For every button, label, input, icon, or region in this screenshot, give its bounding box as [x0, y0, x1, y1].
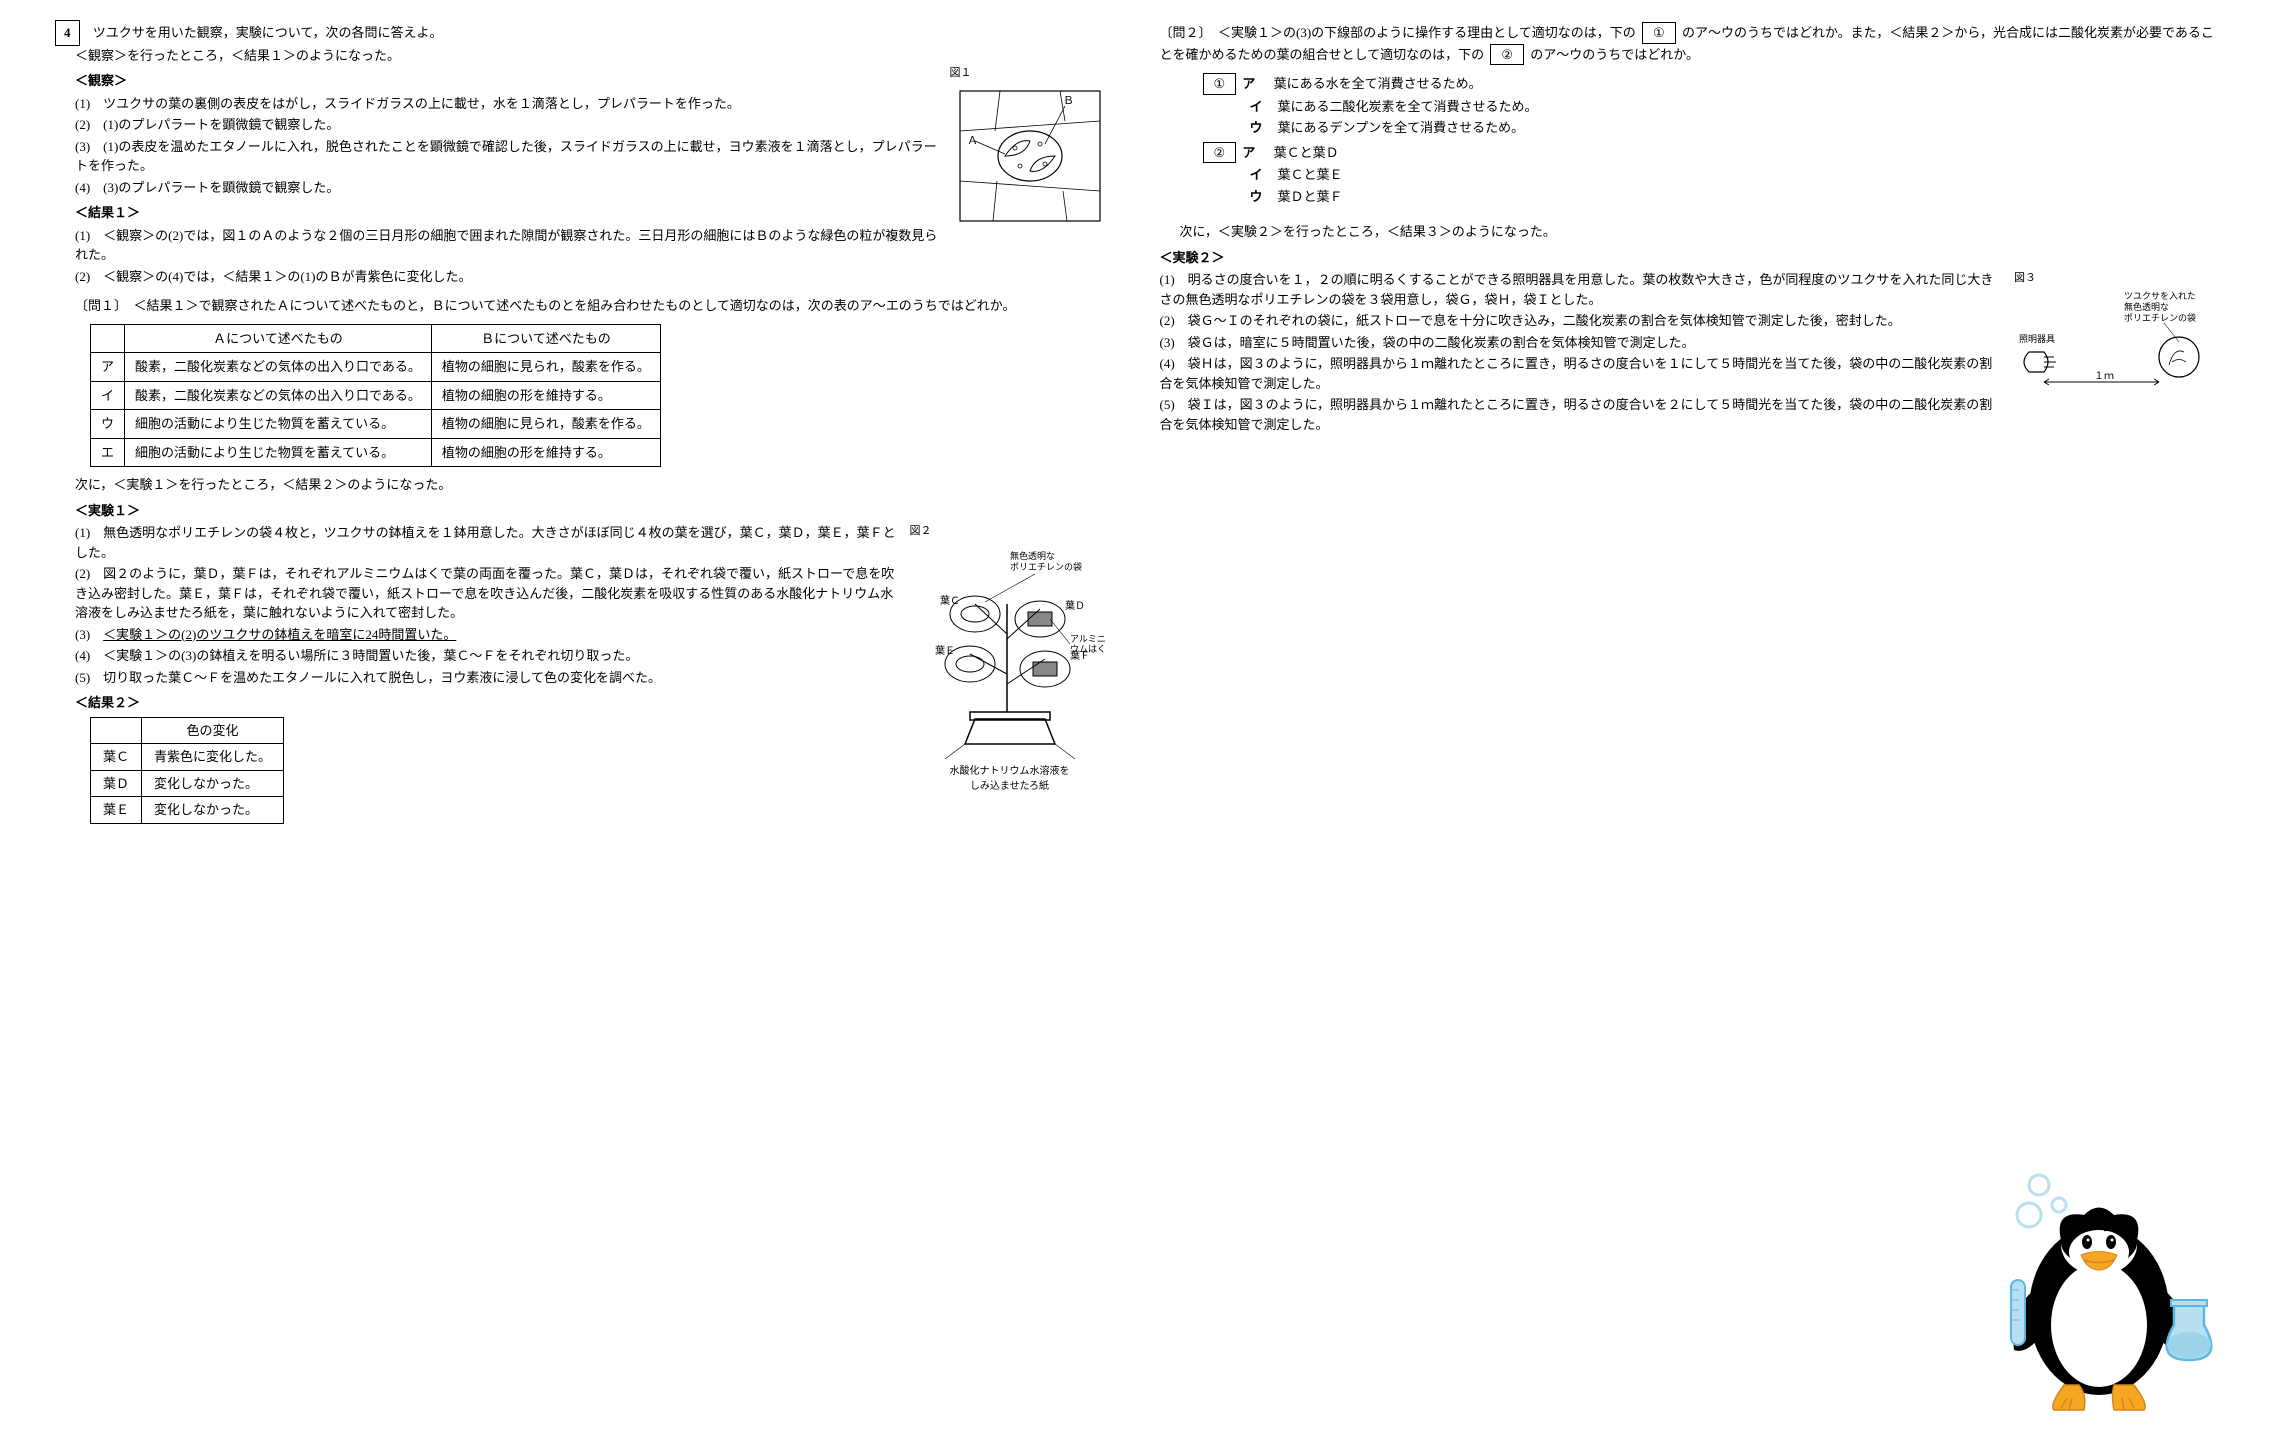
table1-header-b: Ｂについて述べたもの [431, 324, 660, 353]
jikken2-1: (1) 明るさの度合いを１，２の順に明るくすることができる照明器具を用意した。葉… [1160, 270, 2215, 309]
jikken1-4: (4) ＜実験１＞の(3)の鉢植えを明るい場所に３時間置いた後，葉Ｃ〜Ｆをそれぞ… [55, 646, 1110, 666]
left-column: 4 ツユクサを用いた観察，実験について，次の各問に答えよ。 ＜観察＞を行ったとこ… [30, 20, 1135, 1430]
kansatsu-1: (1) ツユクサの葉の裏側の表皮をはがし，スライドガラスの上に載せ，水を１滴落と… [55, 94, 1110, 114]
kansatsu-3: (3) (1)の表皮を温めたエタノールに入れ，脱色されたことを顕微鏡で確認した後… [55, 137, 1110, 176]
table1-k-0: ア [91, 353, 125, 382]
kansatsu-2: (2) (1)のプレパラートを顕微鏡で観察した。 [55, 115, 1110, 135]
answer-table-1: Ａについて述べたもの Ｂについて述べたもの ア 酸素，二酸化炭素などの気体の出入… [90, 324, 661, 468]
kansatsu-4: (4) (3)のプレパラートを顕微鏡で観察した。 [55, 178, 1110, 198]
jikken2-5: (5) 袋Ｉは，図３のように，照明器具から１ｍ離れたところに置き，明るさの度合い… [1160, 395, 2215, 434]
table1-row-a: ア 酸素，二酸化炭素などの気体の出入り口である。 植物の細胞に見られ，酸素を作る… [91, 353, 661, 382]
choice1-a-k: ア [1242, 74, 1270, 94]
circle-2-label: ② [1203, 142, 1237, 164]
jikken2-2: (2) 袋Ｇ〜Ｉのそれぞれの袋に，紙ストローで息を十分に吹き込み，二酸化炭素の割… [1160, 311, 2215, 331]
jikken1-3-underline: ＜実験１＞の(2)のツユクサの鉢植えを暗室に24時間置いた。 [103, 627, 456, 642]
table1-row-u: ウ 細胞の活動により生じた物質を蓄えている。 植物の細胞に見られ，酸素を作る。 [91, 410, 661, 439]
choice1-a-t: 葉にある水を全て消費させるため。 [1274, 76, 1482, 91]
kekka1-2: (2) ＜観察＞の(4)では，＜結果１＞の(1)のＢが青紫色に変化した。 [55, 267, 1110, 287]
table1-row-e: エ 細胞の活動により生じた物質を蓄えている。 植物の細胞の形を維持する。 [91, 438, 661, 467]
question-number-box: 4 [55, 20, 80, 46]
table1-row-i: イ 酸素，二酸化炭素などの気体の出入り口である。 植物の細胞の形を維持する。 [91, 381, 661, 410]
table2-header: 色の変化 [142, 717, 284, 744]
toi1: 〔問１〕 ＜結果１＞で観察されたＡについて述べたものと，Ｂについて述べたものとを… [55, 296, 1110, 316]
kekka1-1: (1) ＜観察＞の(2)では，図１のＡのような２個の三日月形の細胞で囲まれた隙間… [55, 226, 1110, 265]
jikken1-1: (1) 無色透明なポリエチレンの袋４枚と，ツユクサの鉢植えを１鉢用意した。大きさ… [55, 523, 1110, 562]
next1: 次に，＜実験１＞を行ったところ，＜結果２＞のようになった。 [55, 475, 1110, 495]
choice-group-1: ① ア 葉にある水を全て消費させるため。 [1160, 73, 2215, 95]
toi2: 〔問２〕 ＜実験１＞の(3)の下線部のように操作する理由として適切なのは，下の … [1160, 22, 2215, 65]
jikken1-title: ＜実験１＞ [55, 501, 1110, 521]
fig2-naoh-label: 水酸化ナトリウム水溶液をしみ込ませたろ紙 [910, 764, 1110, 794]
circle-2-box: ② [1490, 44, 1524, 66]
jikken2-3: (3) 袋Ｇは，暗室に５時間置いた後，袋の中の二酸化炭素の割合を気体検知管で測定… [1160, 333, 2215, 353]
next2: 次に，＜実験２＞を行ったところ，＜結果３＞のようになった。 [1160, 222, 2215, 242]
figure-1-label: 図１ [950, 65, 1110, 82]
penguin-mascot [1939, 1160, 2219, 1420]
right-column: 〔問２〕 ＜実験１＞の(3)の下線部のように操作する理由として適切なのは，下の … [1135, 20, 2240, 1430]
jikken2-title: ＜実験２＞ [1160, 248, 2215, 268]
table1-blank [91, 324, 125, 353]
result-table-2: 色の変化 葉Ｃ青紫色に変化した。 葉Ｄ変化しなかった。 葉Ｅ変化しなかった。 [90, 717, 284, 824]
table1-header-a: Ａについて述べたもの [125, 324, 432, 353]
table1-a-0: 酸素，二酸化炭素などの気体の出入り口である。 [125, 353, 432, 382]
jikken1-2: (2) 図２のように，葉Ｄ，葉Ｆは，それぞれアルミニウムはくで葉の両面を覆った。… [55, 564, 1110, 623]
intro-text: ツユクサを用いた観察，実験について，次の各問に答えよ。 [93, 25, 443, 40]
jikken1-3: (3) ＜実験１＞の(2)のツユクサの鉢植えを暗室に24時間置いた。 [55, 625, 1110, 645]
jikken2-4: (4) 袋Ｈは，図３のように，照明器具から１ｍ離れたところに置き，明るさの度合い… [1160, 354, 2215, 393]
intro2: ＜観察＞を行ったところ，＜結果１＞のようになった。 [55, 46, 1110, 66]
jikken1-5: (5) 切り取った葉Ｃ〜Ｆを温めたエタノールに入れて脱色し，ヨウ素液に浸して色の… [55, 668, 1110, 688]
choice-group-2: ② ア 葉Ｃと葉Ｄ [1160, 142, 2215, 164]
table1-b-0: 植物の細胞に見られ，酸素を作る。 [431, 353, 660, 382]
circle-1-label: ① [1203, 73, 1237, 95]
circle-1-box: ① [1642, 22, 1676, 44]
